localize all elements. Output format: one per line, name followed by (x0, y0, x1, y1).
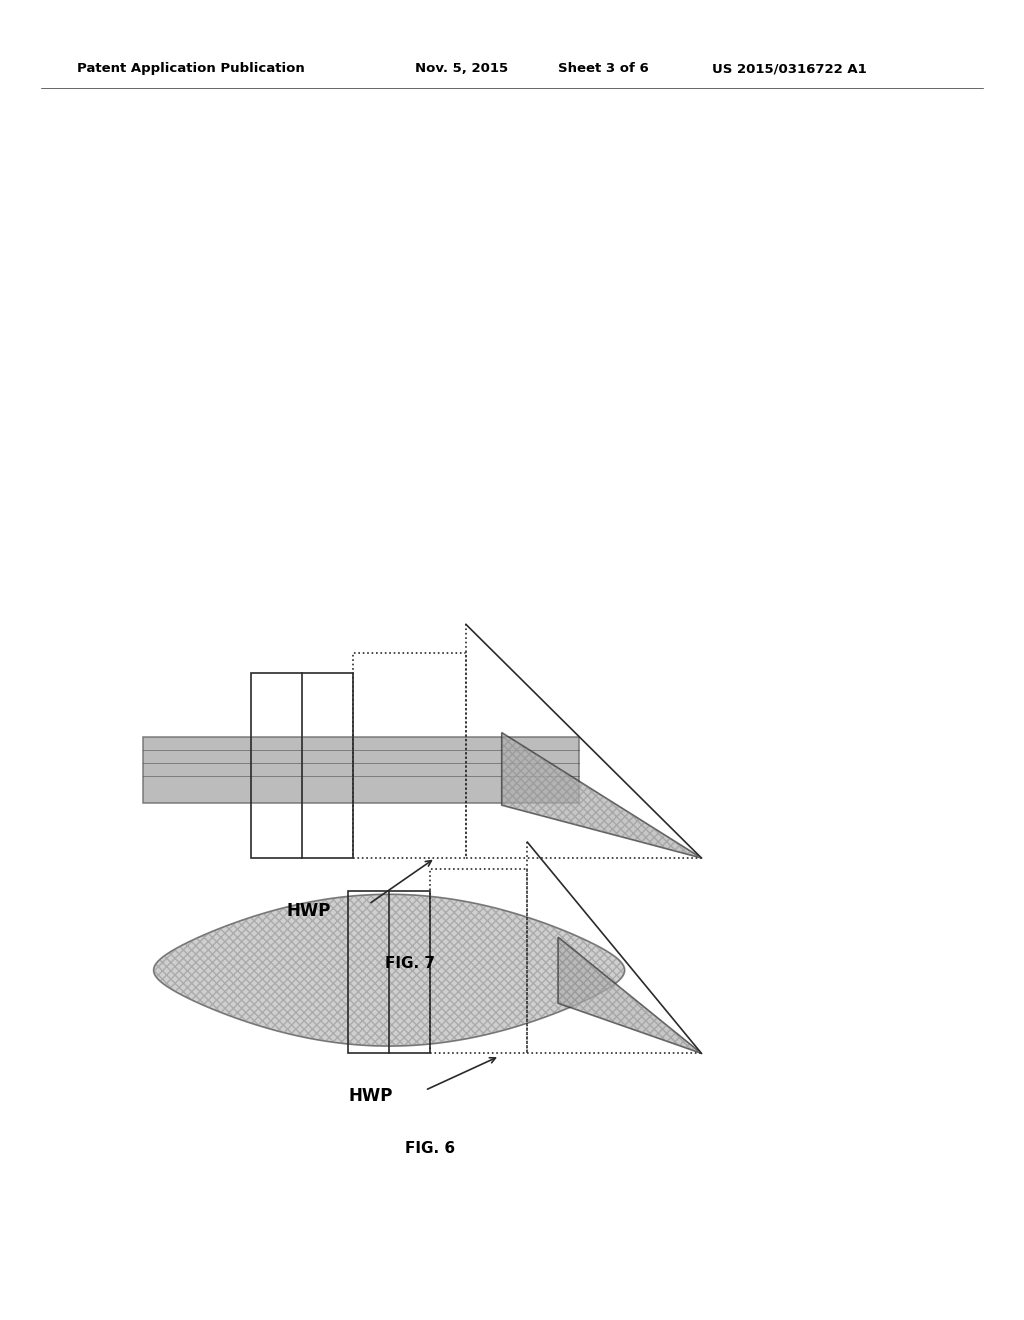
Bar (143, 737, 579, 803)
Text: HWP: HWP (348, 1086, 392, 1105)
Text: Sheet 3 of 6: Sheet 3 of 6 (558, 62, 649, 75)
Bar (143, 737, 579, 803)
Polygon shape (502, 733, 701, 858)
Bar (353, 653, 466, 858)
Polygon shape (558, 937, 701, 1053)
Bar (430, 869, 527, 1053)
Bar (251, 673, 353, 858)
Text: Nov. 5, 2015: Nov. 5, 2015 (415, 62, 508, 75)
Text: Patent Application Publication: Patent Application Publication (77, 62, 304, 75)
Text: FIG. 7: FIG. 7 (385, 956, 434, 972)
Text: US 2015/0316722 A1: US 2015/0316722 A1 (712, 62, 866, 75)
Text: HWP: HWP (287, 902, 331, 920)
Polygon shape (154, 895, 625, 1045)
Bar (348, 891, 430, 1053)
Text: FIG. 6: FIG. 6 (406, 1140, 455, 1156)
